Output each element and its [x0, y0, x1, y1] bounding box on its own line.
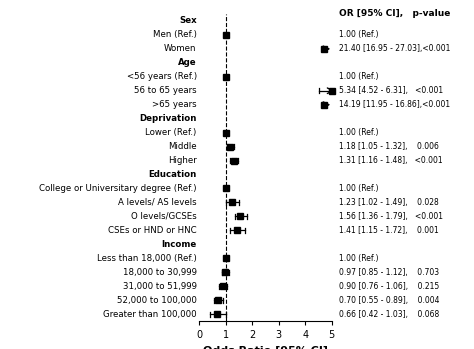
Text: 1.18 [1.05 - 1.32],    0.006: 1.18 [1.05 - 1.32], 0.006 [339, 142, 439, 151]
Text: 0.97 [0.85 - 1.12],    0.703: 0.97 [0.85 - 1.12], 0.703 [339, 268, 439, 277]
Text: 18,000 to 30,999: 18,000 to 30,999 [123, 268, 197, 277]
Text: Income: Income [162, 240, 197, 249]
Text: Education: Education [148, 170, 197, 179]
Text: Men (Ref.): Men (Ref.) [153, 30, 197, 39]
Text: 1.31 [1.16 - 1.48],   <0.001: 1.31 [1.16 - 1.48], <0.001 [339, 156, 443, 165]
Text: 1.23 [1.02 - 1.49],    0.028: 1.23 [1.02 - 1.49], 0.028 [339, 198, 438, 207]
Text: 5.34 [4.52 - 6.31],   <0.001: 5.34 [4.52 - 6.31], <0.001 [339, 86, 443, 95]
Text: 1.00 (Ref.): 1.00 (Ref.) [339, 72, 378, 81]
Text: 14.19 [11.95 - 16.86],<0.001: 14.19 [11.95 - 16.86],<0.001 [339, 100, 450, 109]
Text: 1.00 (Ref.): 1.00 (Ref.) [339, 184, 378, 193]
Text: O levels/GCSEs: O levels/GCSEs [131, 212, 197, 221]
Text: Women: Women [164, 44, 197, 53]
Text: Middle: Middle [168, 142, 197, 151]
Text: 1.00 (Ref.): 1.00 (Ref.) [339, 254, 378, 263]
Text: College or Universitary degree (Ref.): College or Universitary degree (Ref.) [39, 184, 197, 193]
Text: OR [95% CI],   p-value: OR [95% CI], p-value [339, 9, 450, 18]
Text: 21.40 [16.95 - 27.03],<0.001: 21.40 [16.95 - 27.03],<0.001 [339, 44, 450, 53]
Text: 0.70 [0.55 - 0.89],    0.004: 0.70 [0.55 - 0.89], 0.004 [339, 296, 439, 305]
Text: 0.90 [0.76 - 1.06],    0.215: 0.90 [0.76 - 1.06], 0.215 [339, 282, 439, 291]
Text: >65 years: >65 years [152, 100, 197, 109]
Text: Age: Age [178, 58, 197, 67]
Text: 1.41 [1.15 - 1.72],    0.001: 1.41 [1.15 - 1.72], 0.001 [339, 226, 438, 235]
Text: Lower (Ref.): Lower (Ref.) [146, 128, 197, 137]
Text: 0.66 [0.42 - 1.03],    0.068: 0.66 [0.42 - 1.03], 0.068 [339, 310, 439, 319]
Text: Higher: Higher [168, 156, 197, 165]
Text: 31,000 to 51,999: 31,000 to 51,999 [123, 282, 197, 291]
Text: A levels/ AS levels: A levels/ AS levels [118, 198, 197, 207]
Text: Deprivation: Deprivation [139, 114, 197, 123]
Text: 1.00 (Ref.): 1.00 (Ref.) [339, 30, 378, 39]
Text: Less than 18,000 (Ref.): Less than 18,000 (Ref.) [97, 254, 197, 263]
Text: CSEs or HND or HNC: CSEs or HND or HNC [108, 226, 197, 235]
Text: 1.56 [1.36 - 1.79],   <0.001: 1.56 [1.36 - 1.79], <0.001 [339, 212, 443, 221]
Text: Sex: Sex [179, 16, 197, 25]
Text: 56 to 65 years: 56 to 65 years [134, 86, 197, 95]
Text: <56 years (Ref.): <56 years (Ref.) [127, 72, 197, 81]
Text: 1.00 (Ref.): 1.00 (Ref.) [339, 128, 378, 137]
X-axis label: Odds Ratio [95% CI]: Odds Ratio [95% CI] [203, 346, 328, 349]
Text: 52,000 to 100,000: 52,000 to 100,000 [117, 296, 197, 305]
Text: Greater than 100,000: Greater than 100,000 [103, 310, 197, 319]
